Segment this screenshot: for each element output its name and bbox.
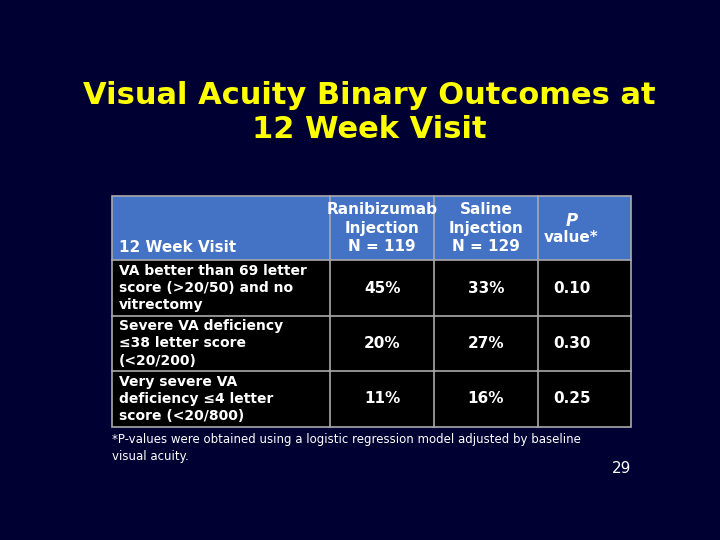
Text: Ranibizumab
Injection
N = 119: Ranibizumab Injection N = 119 bbox=[327, 202, 438, 254]
Text: Severe VA deficiency
≤38 letter score
(<20/200): Severe VA deficiency ≤38 letter score (<… bbox=[119, 319, 283, 368]
Text: P: P bbox=[565, 212, 577, 230]
Text: 33%: 33% bbox=[468, 281, 504, 295]
Text: 29: 29 bbox=[612, 462, 631, 476]
Text: Very severe VA
deficiency ≤4 letter
score (<20/800): Very severe VA deficiency ≤4 letter scor… bbox=[119, 375, 274, 423]
Text: value*: value* bbox=[544, 230, 599, 245]
Text: 0.10: 0.10 bbox=[553, 281, 590, 295]
Text: 0.30: 0.30 bbox=[553, 336, 590, 351]
Text: 12 Week Visit: 12 Week Visit bbox=[119, 240, 236, 255]
Text: Visual Acuity Binary Outcomes at
12 Week Visit: Visual Acuity Binary Outcomes at 12 Week… bbox=[83, 82, 655, 144]
Text: 11%: 11% bbox=[364, 392, 400, 407]
Text: 0.25: 0.25 bbox=[553, 392, 590, 407]
Text: 20%: 20% bbox=[364, 336, 400, 351]
Text: VA better than 69 letter
score (>20/50) and no
vitrectomy: VA better than 69 letter score (>20/50) … bbox=[119, 264, 307, 312]
Text: 27%: 27% bbox=[468, 336, 504, 351]
Text: *P-values were obtained using a logistic regression model adjusted by baseline
v: *P-values were obtained using a logistic… bbox=[112, 433, 581, 463]
Text: 45%: 45% bbox=[364, 281, 400, 295]
Text: 16%: 16% bbox=[468, 392, 504, 407]
Text: Saline
Injection
N = 129: Saline Injection N = 129 bbox=[449, 202, 523, 254]
